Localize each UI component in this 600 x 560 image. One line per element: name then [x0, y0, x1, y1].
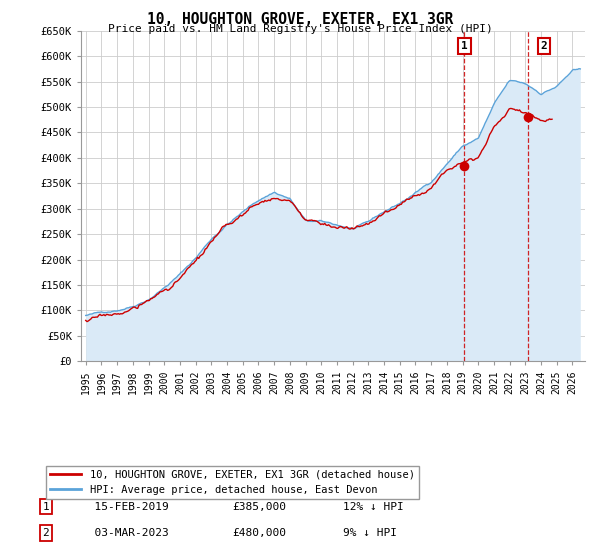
Legend: 10, HOUGHTON GROVE, EXETER, EX1 3GR (detached house), HPI: Average price, detach: 10, HOUGHTON GROVE, EXETER, EX1 3GR (det… [46, 465, 419, 499]
Text: 9% ↓ HPI: 9% ↓ HPI [343, 528, 397, 538]
Text: 2: 2 [540, 41, 547, 51]
Text: £385,000: £385,000 [232, 502, 286, 512]
Text: 1: 1 [43, 502, 49, 512]
Text: 03-MAR-2023: 03-MAR-2023 [81, 528, 169, 538]
Text: 10, HOUGHTON GROVE, EXETER, EX1 3GR: 10, HOUGHTON GROVE, EXETER, EX1 3GR [147, 12, 453, 27]
Text: 2: 2 [43, 528, 49, 538]
Text: 1: 1 [461, 41, 468, 51]
Text: 15-FEB-2019: 15-FEB-2019 [81, 502, 169, 512]
Text: Price paid vs. HM Land Registry's House Price Index (HPI): Price paid vs. HM Land Registry's House … [107, 24, 493, 34]
Text: £480,000: £480,000 [232, 528, 286, 538]
Text: 12% ↓ HPI: 12% ↓ HPI [343, 502, 404, 512]
